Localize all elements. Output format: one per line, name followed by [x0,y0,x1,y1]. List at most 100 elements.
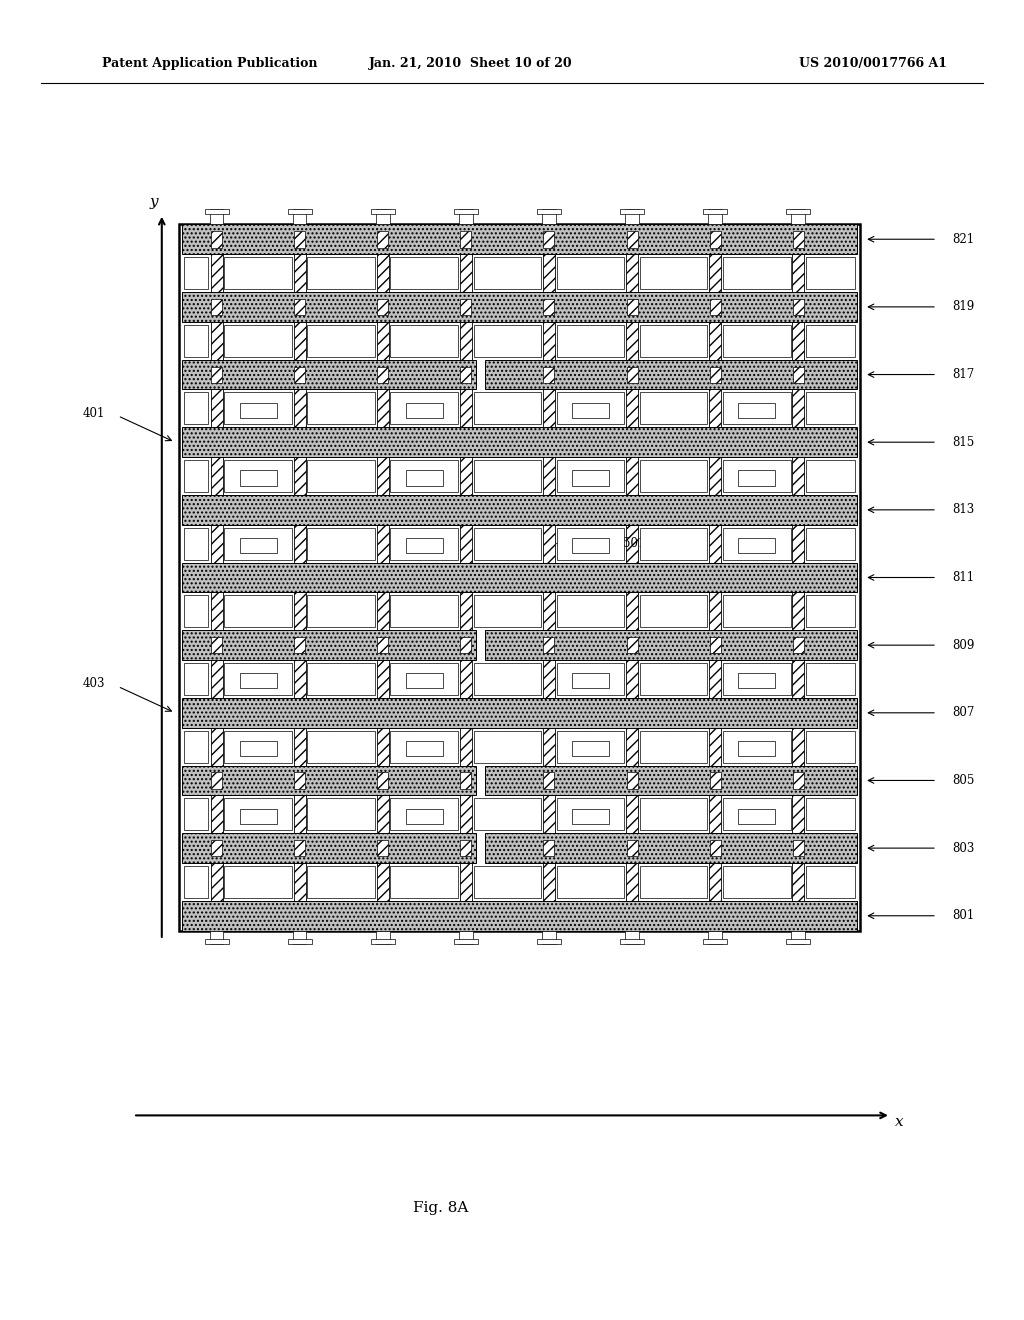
Bar [640,461,708,492]
Bar [288,940,312,944]
Bar [793,840,804,857]
Bar [626,931,639,944]
Bar [459,209,473,224]
Bar [544,298,554,315]
Bar [224,595,292,627]
Bar [627,231,638,248]
Bar [792,931,805,944]
Bar [709,209,722,224]
Bar [544,638,554,653]
Bar [473,528,542,560]
Bar [454,940,478,944]
Bar [377,840,388,857]
Bar [224,392,292,424]
Bar [182,224,857,253]
Bar [294,298,305,315]
Bar [543,209,556,224]
Bar [738,673,775,689]
Bar [703,209,727,214]
Bar [211,298,222,315]
Bar [473,799,542,830]
Bar [710,298,721,315]
Bar [723,663,791,694]
Bar [240,809,276,824]
Bar [293,931,306,944]
Bar [738,741,775,756]
Bar [184,663,209,694]
Bar [806,866,854,898]
Bar [182,292,857,322]
Bar [224,866,292,898]
Bar [738,809,775,824]
Bar [793,638,804,653]
Bar [460,226,472,929]
Bar [307,866,375,898]
Bar [709,931,722,944]
Bar [473,325,542,356]
Bar [371,940,395,944]
Bar [473,461,542,492]
Bar [461,298,471,315]
Text: 403: 403 [83,677,105,690]
Bar [806,392,854,424]
Bar [377,638,388,653]
Bar [371,209,395,214]
Text: 817: 817 [952,368,975,381]
Bar [557,663,625,694]
Bar [543,931,556,944]
Bar [806,663,854,694]
Bar [557,461,625,492]
Bar [240,470,276,486]
Bar [723,866,791,898]
Bar [620,209,644,214]
Bar [627,772,638,789]
Bar [307,392,375,424]
Bar [485,766,857,795]
Bar [806,325,854,356]
Bar [211,226,223,929]
Bar [211,367,222,383]
Text: Jan. 21, 2010  Sheet 10 of 20: Jan. 21, 2010 Sheet 10 of 20 [370,57,572,70]
Bar [294,840,305,857]
Bar [723,595,791,627]
Bar [710,840,721,857]
Bar [224,799,292,830]
Bar [205,209,228,214]
Bar [390,325,458,356]
Bar [184,866,209,898]
Bar [307,663,375,694]
Bar [557,799,625,830]
Bar [473,257,542,289]
Bar [626,209,639,224]
Bar [786,209,810,214]
Text: 801: 801 [952,909,975,923]
Bar [627,840,638,857]
Bar [786,940,810,944]
Bar [224,663,292,694]
Bar [182,902,857,931]
Bar [627,298,638,315]
Bar [224,461,292,492]
Bar [571,673,609,689]
Bar [307,799,375,830]
Bar [557,257,625,289]
Bar [543,226,555,929]
Bar [406,403,443,418]
Bar [288,209,312,214]
Bar [571,741,609,756]
Bar [723,461,791,492]
Bar [390,866,458,898]
Bar [294,772,305,789]
Bar [182,833,476,863]
Bar [179,224,860,931]
Bar [293,209,306,224]
Bar [709,226,721,929]
Bar [307,325,375,356]
Bar [307,731,375,763]
Text: US 2010/0017766 A1: US 2010/0017766 A1 [799,57,947,70]
Bar [377,298,388,315]
Bar [224,528,292,560]
Bar [377,226,389,929]
Bar [537,940,561,944]
Bar [240,539,276,553]
